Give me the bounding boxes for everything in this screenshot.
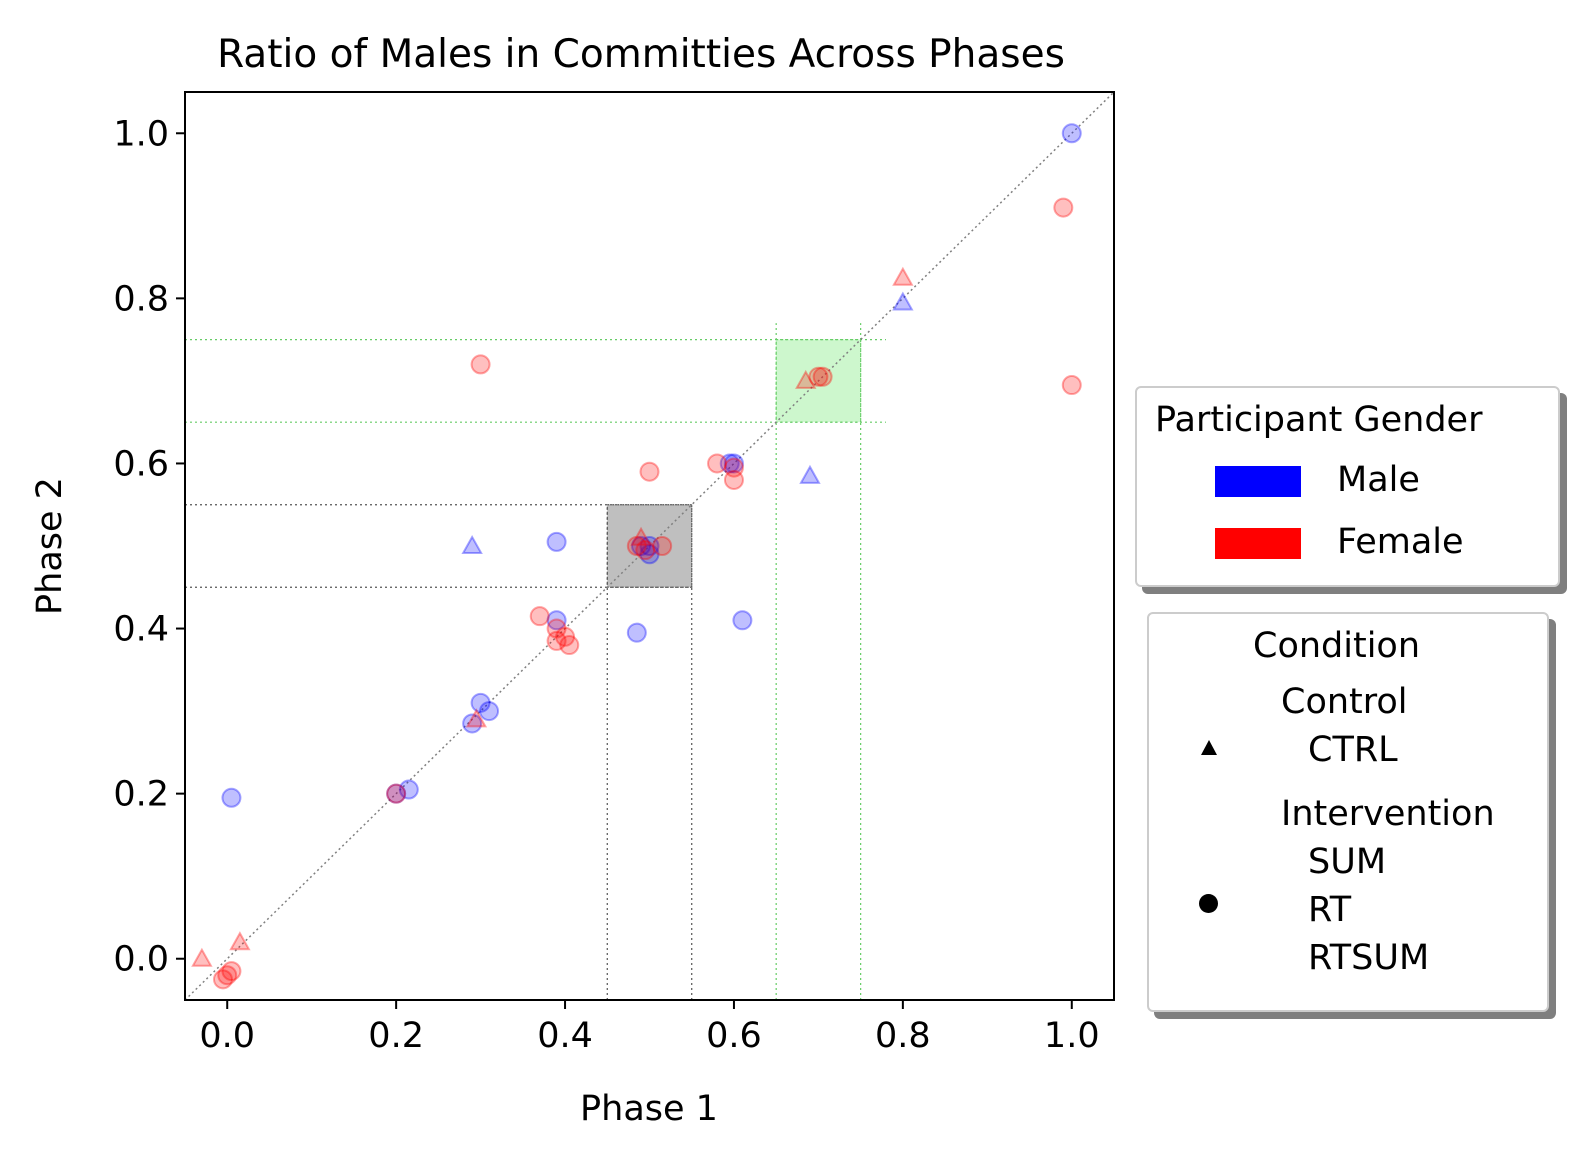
gender-legend-title: Participant Gender bbox=[1155, 400, 1483, 440]
point-female-5 bbox=[795, 369, 817, 389]
circle-marker-icon bbox=[1199, 894, 1218, 913]
point-male-13 bbox=[470, 692, 491, 713]
point-male-17 bbox=[398, 779, 419, 800]
axis-ticks: 0.0 0.2 0.4 0.6 0.8 1.0 0.0 0.2 0.4 0.6 0.8 1.0 bbox=[113, 114, 1099, 1056]
point-female-26 bbox=[213, 969, 234, 990]
point-female-10 bbox=[723, 469, 744, 490]
x-tick-label: 0.8 bbox=[875, 1016, 931, 1056]
point-female-9 bbox=[723, 457, 744, 478]
point-female-14 bbox=[652, 536, 673, 556]
point-male-15 bbox=[462, 713, 483, 734]
point-male-18 bbox=[221, 787, 242, 808]
point-female-4 bbox=[808, 366, 829, 387]
point-female-17 bbox=[555, 626, 576, 647]
point-male-10 bbox=[626, 622, 647, 643]
x-tick-label: 1.0 bbox=[1044, 1016, 1100, 1056]
x-tick-label: 0.6 bbox=[706, 1016, 762, 1056]
point-male-8 bbox=[639, 544, 660, 565]
point-male-12 bbox=[546, 610, 567, 631]
point-female-7 bbox=[639, 461, 660, 482]
point-female-20 bbox=[465, 708, 488, 728]
y-tick-label: 0.8 bbox=[113, 279, 169, 319]
point-male-4 bbox=[719, 453, 740, 474]
point-male-7 bbox=[639, 536, 660, 556]
point-male-5 bbox=[461, 534, 483, 554]
y-tick-label: 1.0 bbox=[113, 114, 169, 154]
condition-legend: Condition Control CTRL Intervention SUM … bbox=[1147, 612, 1549, 1012]
condition-legend-title: Condition bbox=[1253, 626, 1421, 666]
point-male-11 bbox=[732, 610, 753, 631]
legend-label-intervention: Intervention SUM RT RTSUM bbox=[1281, 794, 1495, 978]
point-male-2 bbox=[799, 464, 821, 484]
point-male-16 bbox=[386, 783, 407, 804]
diagonal-reference-line bbox=[184, 91, 1115, 1001]
point-female-16 bbox=[546, 618, 567, 639]
y-tick-label: 0.4 bbox=[113, 610, 169, 650]
y-axis-label: Phase 2 bbox=[30, 477, 70, 615]
legend-label-female: Female bbox=[1337, 522, 1464, 562]
y-tick-label: 0.2 bbox=[113, 775, 169, 815]
x-tick-label: 0.4 bbox=[537, 1016, 593, 1056]
point-female-24 bbox=[221, 961, 242, 982]
point-female-3 bbox=[470, 354, 491, 375]
axes-frame bbox=[184, 91, 1115, 1001]
plot-area bbox=[184, 91, 1115, 1001]
point-female-15 bbox=[529, 606, 550, 627]
point-female-11 bbox=[630, 526, 652, 546]
point-female-0 bbox=[1053, 197, 1074, 218]
point-male-0 bbox=[1061, 123, 1082, 144]
point-female-13 bbox=[635, 540, 656, 561]
point-female-21 bbox=[386, 783, 407, 804]
point-male-3 bbox=[723, 453, 744, 474]
legend-label-control: Control CTRL bbox=[1281, 682, 1408, 770]
point-female-23 bbox=[191, 947, 213, 967]
legend-label-male: Male bbox=[1337, 460, 1420, 500]
point-female-12 bbox=[626, 536, 647, 556]
x-tick-label: 0.2 bbox=[368, 1016, 424, 1056]
point-female-1 bbox=[892, 266, 914, 286]
point-female-25 bbox=[217, 965, 238, 986]
point-female-22 bbox=[229, 931, 251, 951]
point-male-14 bbox=[479, 701, 500, 722]
point-female-8 bbox=[707, 453, 728, 474]
gender-legend: Participant Gender Male Female bbox=[1135, 386, 1560, 587]
point-female-6 bbox=[812, 366, 833, 387]
x-axis-label: Phase 1 bbox=[580, 1089, 718, 1129]
y-tick-label: 0.0 bbox=[113, 940, 169, 980]
point-male-1 bbox=[892, 291, 914, 311]
x-tick-label: 0.0 bbox=[199, 1016, 255, 1056]
chart-title: Ratio of Males in Committies Across Phas… bbox=[217, 32, 1065, 77]
point-male-6 bbox=[546, 531, 567, 552]
triangle-marker-icon bbox=[1201, 740, 1217, 755]
y-tick-label: 0.6 bbox=[113, 444, 169, 484]
female-color-patch bbox=[1215, 528, 1301, 559]
point-male-9 bbox=[631, 536, 652, 556]
male-color-patch bbox=[1215, 466, 1301, 497]
point-female-19 bbox=[559, 635, 580, 656]
point-female-18 bbox=[546, 630, 567, 651]
point-female-2 bbox=[1061, 375, 1082, 396]
